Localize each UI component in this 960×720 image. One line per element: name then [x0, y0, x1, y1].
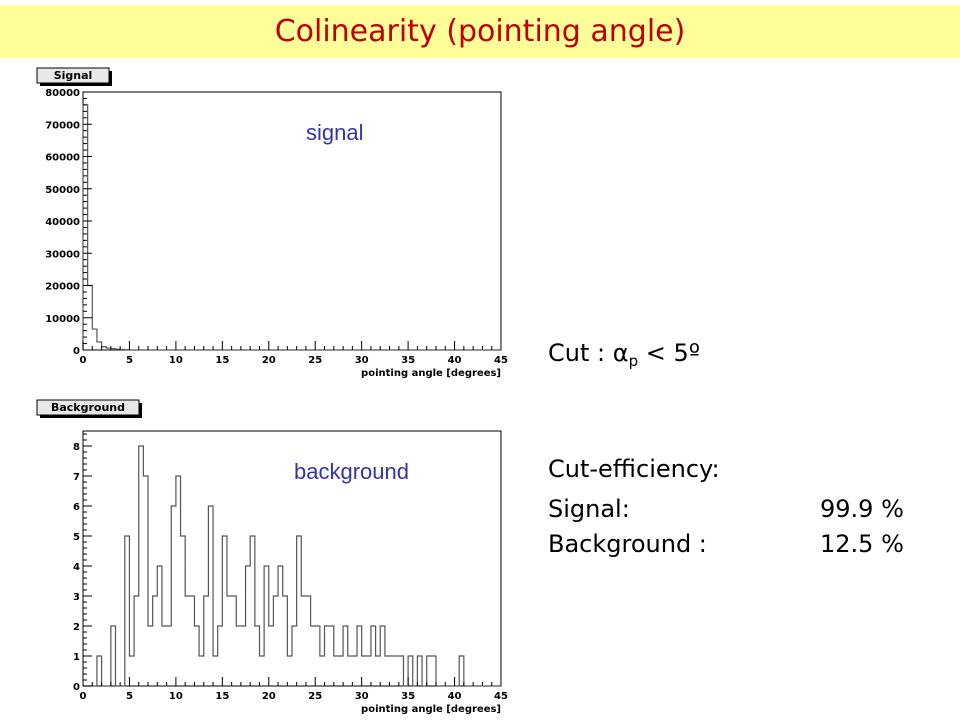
x-tick-label: 45	[494, 691, 508, 702]
x-axis-title: pointing angle [degrees]	[361, 704, 501, 715]
y-tick-label: 0	[73, 682, 80, 693]
background-efficiency-value: 12.5 %	[820, 530, 904, 558]
cut-suffix: < 5º	[638, 339, 701, 367]
title-box	[36, 399, 140, 416]
x-tick-label: 15	[215, 691, 229, 702]
signal-histogram: Signal 0 5 10 15 20 25 30 35 40 45 0 10000 20000 30000…	[36, 67, 508, 379]
background-annotation: background	[294, 459, 409, 484]
x-tick-label: 35	[401, 355, 415, 366]
efficiency-title: Cut-efficiency:	[548, 455, 720, 483]
y-tick-label: 4	[73, 562, 80, 573]
histogram-title: Background	[51, 401, 125, 414]
x-tick-label: 0	[80, 355, 87, 366]
x-tick-label: 25	[308, 691, 322, 702]
y-tick-label: 0	[73, 346, 80, 357]
x-tick-label: 40	[448, 691, 462, 702]
signal-efficiency-label: Signal:	[548, 495, 630, 523]
y-tick-label: 1	[73, 652, 80, 663]
x-tick-label: 0	[80, 691, 87, 702]
x-tick-label: 30	[355, 691, 369, 702]
y-tick-label: 80000	[45, 88, 80, 99]
cut-prefix: Cut :	[548, 339, 613, 367]
y-tick-label: 8	[73, 442, 80, 453]
y-tick-label: 70000	[45, 120, 80, 131]
y-tick-label: 40000	[45, 217, 80, 228]
y-tick-label: 7	[73, 472, 80, 483]
histogram-line	[83, 445, 501, 687]
page-title: Colinearity (pointing angle)	[274, 14, 686, 49]
x-axis-title: pointing angle [degrees]	[361, 368, 501, 379]
x-tick-label: 15	[215, 355, 229, 366]
x-tick-label: 20	[262, 355, 276, 366]
histogram-title: Signal	[54, 69, 93, 82]
y-tick-label: 6	[73, 502, 80, 513]
x-tick-label: 10	[169, 691, 183, 702]
background-efficiency-label: Background :	[548, 530, 707, 558]
y-tick-label: 10000	[45, 314, 80, 325]
y-tick-label: 2	[73, 622, 80, 633]
y-tick-label: 30000	[45, 249, 80, 260]
x-tick-label: 25	[308, 355, 322, 366]
x-tick-label: 10	[169, 355, 183, 366]
title-bar	[0, 5, 960, 58]
x-tick-label: 5	[126, 691, 133, 702]
x-tick-label: 35	[401, 691, 415, 702]
signal-annotation: signal	[306, 120, 364, 145]
x-tick-label: 45	[494, 355, 508, 366]
signal-efficiency-value: 99.9 %	[820, 495, 904, 523]
title-box	[36, 67, 110, 84]
y-tick-label: 5	[73, 532, 80, 543]
y-tick-label: 3	[73, 592, 80, 603]
cut-statement: Cut : αp < 5º	[548, 338, 700, 376]
y-tick-label: 20000	[45, 282, 80, 293]
x-tick-label: 40	[448, 355, 462, 366]
y-tick-label: 60000	[45, 153, 80, 164]
cut-subscript: p	[628, 352, 639, 370]
x-tick-label: 30	[355, 355, 369, 366]
alpha-symbol: α	[612, 339, 629, 367]
x-tick-label: 5	[126, 355, 133, 366]
x-tick-label: 20	[262, 691, 276, 702]
plot-frame	[82, 91, 502, 351]
y-tick-label: 50000	[45, 185, 80, 196]
